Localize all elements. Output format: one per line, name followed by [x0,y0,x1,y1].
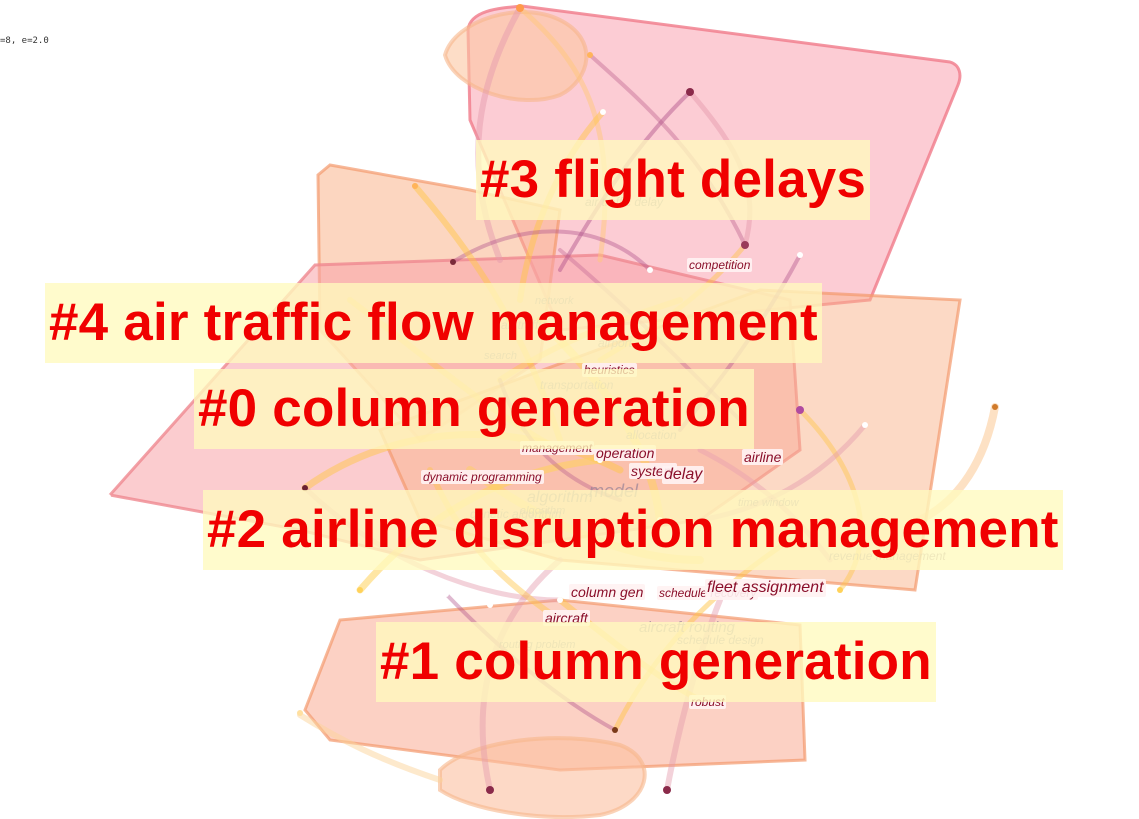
term-label: operation [594,445,657,461]
network-node[interactable] [357,587,363,593]
cluster-label-4[interactable]: #4 air traffic flow management [45,283,822,363]
network-node[interactable] [297,710,303,716]
term-label: airline [742,449,784,465]
network-node[interactable] [450,259,456,265]
network-node[interactable] [797,252,803,258]
network-node[interactable] [412,183,418,189]
cluster-label-0[interactable]: #0 column generation [194,369,754,449]
network-node[interactable] [862,422,868,428]
network-node[interactable] [587,52,593,58]
network-node[interactable] [686,88,694,96]
network-node[interactable] [516,4,524,12]
network-node[interactable] [612,727,618,733]
network-node[interactable] [647,267,653,273]
network-node[interactable] [487,602,493,608]
term-label: fleet assignment [705,579,826,597]
network-node[interactable] [962,65,968,71]
term-label: dynamic programming [421,470,544,484]
cluster-hull-bottom-lobe [438,736,647,819]
network-node[interactable] [557,597,563,603]
network-node[interactable] [741,241,749,249]
term-label: competition [687,258,753,272]
term-label: delay [662,466,705,484]
network-node[interactable] [796,406,804,414]
network-node[interactable] [992,404,998,410]
cluster-label-3[interactable]: #3 flight delays [476,140,871,220]
status-text: =8, e=2.0 [0,36,49,46]
network-node[interactable] [917,587,923,593]
network-node[interactable] [837,587,843,593]
network-node[interactable] [663,786,671,794]
network-node[interactable] [443,591,449,597]
network-node[interactable] [302,485,308,491]
cluster-label-1[interactable]: #1 column generation [376,622,936,702]
network-node[interactable] [486,786,494,794]
cluster-label-2[interactable]: #2 airline disruption management [203,490,1063,570]
term-label: column gen [569,584,646,600]
network-node[interactable] [600,109,606,115]
network-node[interactable] [105,494,111,500]
